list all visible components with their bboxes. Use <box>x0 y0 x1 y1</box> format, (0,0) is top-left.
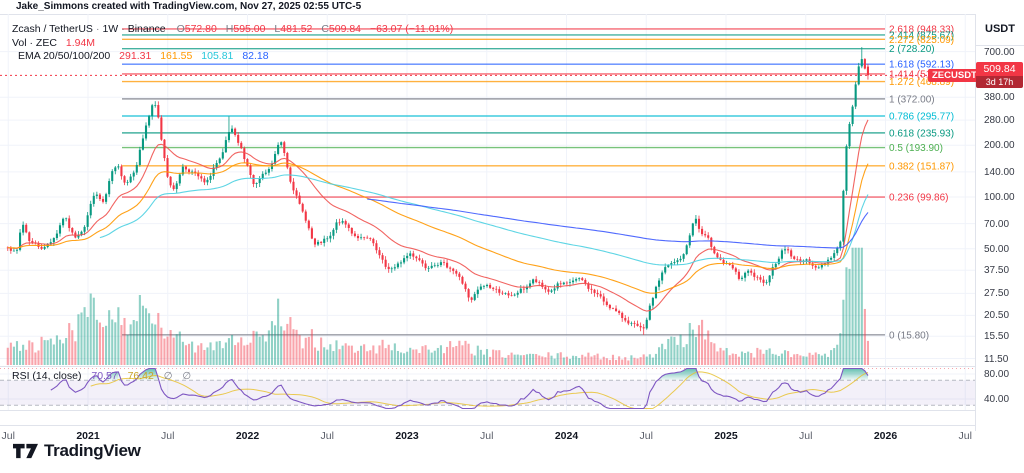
volume-value: 1.94M <box>65 36 96 49</box>
time-tick-Jul: Jul <box>320 430 334 442</box>
price-tick-label: 280.00 <box>984 115 1015 127</box>
ema-lines <box>7 119 869 312</box>
rsi-overbought-fill <box>659 368 699 381</box>
time-tick-Jul: Jul <box>161 430 175 442</box>
last-price-value: 509.84 <box>976 62 1023 76</box>
volume-bars <box>6 247 870 365</box>
rsi-line <box>50 367 869 410</box>
rsi-ma-line <box>90 371 869 409</box>
time-tick-Jul: Jul <box>799 430 813 442</box>
time-tick-2021-2021: 2021 <box>76 430 100 442</box>
fib-label-0.5: 0.5 (193.90) <box>889 143 943 154</box>
time-tick-2024-2024: 2024 <box>554 430 579 442</box>
rsi-tick-label: 40.00 <box>984 394 1010 405</box>
price-tick-label: 700.00 <box>984 46 1015 58</box>
candlesticks <box>6 47 870 335</box>
pane-separators <box>0 366 975 411</box>
ema-legend-row[interactable]: EMA 20/50/100/200 291.31 161.55 105.81 8… <box>12 50 453 63</box>
rsi-empty-marker-2: ∅ <box>182 371 192 382</box>
price-tick-label: 15.50 <box>984 331 1010 343</box>
fib-label-0.382: 0.382 (151.87) <box>889 161 954 172</box>
time-tick-Jul: Jul <box>480 430 494 442</box>
volume-legend-row[interactable]: Vol · ZEC 1.94M <box>12 37 453 50</box>
fib-label-2.272: 2.272 (825.09) <box>889 35 954 46</box>
price-axis[interactable]: USDT 700.00 380.00 280.00 200.00 140.00 100.0… <box>975 14 1024 431</box>
price-tick-label: 100.00 <box>984 192 1015 203</box>
ema-label: EMA 20/50/100/200 <box>18 50 111 62</box>
rsi-overbought-fill <box>840 368 868 381</box>
chart-legend: Zcash / TetherUS · 1W · Binance O572.80 H595… <box>12 23 453 64</box>
time-tick-2026-2026: 2026 <box>873 430 898 442</box>
volume-label: Vol · ZEC <box>12 36 57 49</box>
rsi-value: 70.57 <box>91 370 118 382</box>
fib-label-2.618: 2.618 (948.33) <box>889 24 954 35</box>
tradingview-logo-icon <box>13 443 38 459</box>
rsi-empty-marker-1: ∅ <box>163 371 173 382</box>
currency-label: USDT <box>976 14 1024 46</box>
fib-label-1.618: 1.618 (592.13) <box>889 60 954 71</box>
price-tick-label: 37.50 <box>984 265 1010 277</box>
price-tick-label: 70.00 <box>984 218 1010 230</box>
time-tick-Jul: Jul <box>958 430 972 442</box>
time-tick-2023-2023: 2023 <box>395 430 419 442</box>
fib-label-2: 2 (728.20) <box>889 44 935 55</box>
fib-label-1: 1 (372.00) <box>889 94 935 105</box>
ema200-value: 82.18 <box>242 50 269 62</box>
symbol-price-flag: ZECUSDT <box>928 69 981 82</box>
fib-label-0.236: 0.236 (99.86) <box>889 193 949 204</box>
time-tick-Jul: Jul <box>1 430 15 442</box>
rsi-legend-row[interactable]: RSI (14, close) 70.57 76.42 ∅ ∅ <box>12 370 191 382</box>
tradingview-logo[interactable]: TradingView <box>13 441 141 461</box>
time-axis[interactable]: Jul 2021 Jul 2022 Jul 2023 Jul 2024 Jul 2025 Jul 20… <box>0 425 975 445</box>
rsi-tick-label: 80.00 <box>984 369 1010 380</box>
symbol-title: Zcash / TetherUS <box>12 23 93 35</box>
last-price-badge: 509.84 3d 17h <box>976 62 1023 88</box>
price-tick-label: 380.00 <box>984 92 1015 104</box>
fib-label-2.414: 2.414 (875.67) <box>889 30 954 41</box>
rsi-ma-value: 76.42 <box>127 370 154 382</box>
time-tick-2022-2022: 2022 <box>235 430 260 442</box>
interval-label: 1W <box>102 23 119 35</box>
ema-200-line <box>367 198 869 249</box>
bar-countdown: 3d 17h <box>976 76 1023 88</box>
symbol-legend-row[interactable]: Zcash / TetherUS · 1W · Binance O572.80 H595… <box>12 23 454 35</box>
change-value: −63.07 (−11.01%) <box>369 23 454 35</box>
rsi-overbought-fill <box>106 371 119 381</box>
fib-label-0.618: 0.618 (235.93) <box>889 128 954 139</box>
rsi-pane <box>0 367 975 410</box>
ema100-value: 105.81 <box>201 50 234 62</box>
price-tick-label: 50.00 <box>984 243 1010 255</box>
rsi-overbought-fill <box>136 368 159 381</box>
price-tick-label: 140.00 <box>984 166 1015 178</box>
price-tick-label: 11.50 <box>984 353 1009 365</box>
ema-20-line <box>7 119 869 312</box>
grid-lines <box>0 14 975 410</box>
ema20-value: 291.31 <box>119 50 152 62</box>
rsi-label: RSI (14, close) <box>12 370 82 382</box>
time-tick-2025-2025: 2025 <box>714 430 738 442</box>
ema-50-line <box>7 162 869 294</box>
time-tick-Jul: Jul <box>639 430 653 442</box>
fib-retracement-levels: 2.618 (948.33)2.414 (875.67)2.272 (825.0… <box>122 24 954 341</box>
price-tick-label: 27.50 <box>984 288 1010 300</box>
tradingview-wordmark: TradingView <box>44 441 141 460</box>
fib-label-0: 0 (15.80) <box>889 330 929 341</box>
exchange-label: Binance <box>127 23 166 35</box>
attribution-text: Jake_Simmons created with TradingView.co… <box>16 1 362 12</box>
fib-label-0.786: 0.786 (295.77) <box>889 111 954 122</box>
price-tick-label: 20.50 <box>984 310 1010 322</box>
ohlc-values: O572.80 H595.00 L481.52 C509.84 −63.07 (… <box>176 23 454 35</box>
price-tick-label: 200.00 <box>984 140 1015 152</box>
ema50-value: 161.55 <box>160 50 193 62</box>
fib-label-1.272: 1.272 (468.89) <box>889 77 954 88</box>
chart-plot-area[interactable]: 2.618 (948.33)2.414 (875.67)2.272 (825.0… <box>0 14 975 431</box>
ema-100-line <box>99 174 869 266</box>
